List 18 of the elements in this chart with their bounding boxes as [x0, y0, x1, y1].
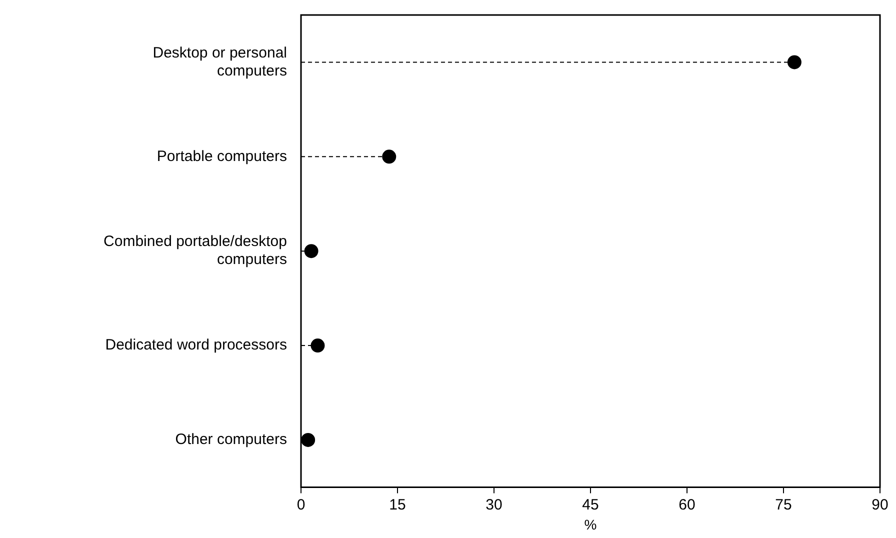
x-tick-label: 60: [678, 496, 696, 514]
x-tick-label: 30: [486, 496, 502, 514]
point: [382, 150, 396, 164]
x-tick-label: 0: [296, 496, 306, 514]
point: [787, 55, 802, 70]
x-tick-label: 90: [872, 496, 888, 514]
y-tick-label: Desktop or personal computers: [152, 44, 287, 80]
x-tick-label: 45: [582, 496, 599, 514]
y-tick-label: Portable computers: [156, 148, 287, 165]
x-axis-title: %: [584, 516, 597, 532]
point: [304, 244, 318, 258]
x-tick-label: 75: [775, 496, 792, 514]
point: [301, 432, 316, 447]
x-tick-label: 15: [389, 496, 406, 514]
y-tick-label: Dedicated word processors: [105, 336, 287, 354]
y-tick-label: Combined portable/desktop computers: [104, 233, 287, 268]
y-tick-label: Other computers: [175, 431, 287, 448]
point: [310, 338, 325, 353]
